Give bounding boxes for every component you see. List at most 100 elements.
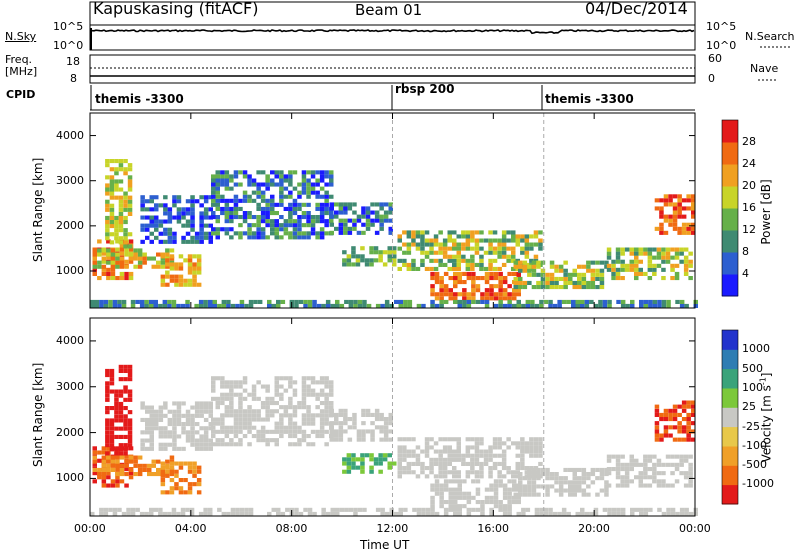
heatmap-cell — [105, 187, 110, 192]
heatmap-cell — [301, 211, 307, 216]
heatmap-cell — [434, 296, 440, 301]
heatmap-cell — [114, 183, 119, 188]
heatmap-cell — [456, 453, 461, 458]
colorbar-swatch — [722, 274, 738, 297]
heatmap-cell — [429, 250, 434, 255]
heatmap-cell — [452, 262, 457, 267]
heatmap-cell — [475, 288, 481, 293]
heatmap-cell — [224, 202, 230, 207]
heatmap-cell — [566, 511, 571, 516]
heatmap-cell — [545, 488, 550, 493]
heatmap-cell — [538, 238, 543, 243]
heatmap-cell — [215, 219, 220, 224]
heatmap-cell — [321, 303, 326, 308]
heatmap-cell — [415, 445, 421, 450]
heatmap-cell — [529, 445, 534, 450]
heatmap-cell — [470, 238, 475, 243]
heatmap-cell — [665, 454, 671, 459]
heatmap-cell — [465, 238, 471, 243]
heatmap-cell — [137, 455, 143, 460]
heatmap-cell — [238, 421, 243, 426]
heatmap-cell — [279, 194, 284, 199]
heatmap-cell — [165, 469, 170, 474]
heatmap-cell — [452, 470, 457, 475]
heatmap-cell — [457, 495, 462, 500]
heatmap-cell — [224, 174, 230, 179]
heatmap-cell — [118, 163, 124, 168]
heatmap-cell — [389, 507, 394, 512]
heatmap-cell — [265, 235, 270, 240]
heatmap-cell — [489, 292, 494, 297]
heatmap-cell — [360, 469, 365, 474]
heatmap-cell — [674, 454, 680, 459]
heatmap-cell — [584, 299, 590, 304]
heatmap-cell — [411, 453, 416, 458]
heatmap-cell — [507, 292, 512, 297]
heatmap-cell — [615, 259, 621, 264]
heatmap-cell — [140, 207, 145, 212]
heatmap-cell — [457, 271, 462, 276]
heatmap-cell — [310, 376, 316, 381]
heatmap-cell — [668, 408, 673, 413]
heatmap-cell — [527, 272, 532, 277]
heatmap-cell — [97, 260, 102, 265]
heatmap-cell — [462, 479, 467, 484]
heatmap-cell — [456, 474, 461, 479]
heatmap-cell — [691, 421, 696, 426]
heatmap-cell — [190, 442, 195, 447]
heatmap-cell — [447, 238, 452, 243]
heatmap-cell — [301, 376, 307, 381]
heatmap-cell — [595, 276, 600, 281]
heatmap-cell — [251, 392, 257, 397]
heatmap-cell — [288, 396, 293, 401]
heatmap-cell — [145, 223, 150, 228]
heatmap-cell — [224, 186, 230, 191]
heatmap-cell — [654, 226, 660, 231]
heatmap-cell — [447, 258, 452, 263]
heatmap-cell — [199, 223, 204, 228]
heatmap-cell — [194, 405, 200, 410]
heatmap-cell — [383, 202, 389, 207]
heatmap-cell — [595, 268, 600, 273]
heatmap-cell — [248, 303, 254, 308]
heatmap-cell — [466, 511, 472, 516]
velocity-colorbar-tick: -25 — [742, 419, 760, 433]
heatmap-cell — [424, 441, 430, 446]
heatmap-cell — [256, 190, 261, 195]
heatmap-cell — [571, 299, 576, 304]
heatmap-cell — [442, 242, 448, 247]
heatmap-cell — [194, 446, 200, 451]
heatmap-cell — [315, 413, 320, 418]
heatmap-cell — [238, 215, 243, 220]
heatmap-cell — [343, 222, 348, 227]
heatmap-cell — [105, 159, 110, 164]
heatmap-cell — [224, 429, 230, 434]
colorbar-swatch — [722, 426, 738, 447]
heatmap-cell — [215, 215, 220, 220]
heatmap-cell — [525, 299, 531, 304]
heatmap-cell — [466, 303, 472, 308]
heatmap-cell — [654, 412, 660, 417]
heatmap-cell — [397, 470, 402, 475]
heatmap-cell — [338, 425, 344, 430]
heatmap-cell — [235, 303, 240, 308]
heatmap-cell — [433, 441, 439, 446]
heatmap-cell — [343, 226, 348, 231]
heatmap-cell — [172, 235, 177, 240]
heatmap-cell — [242, 409, 248, 414]
heatmap-cell — [493, 500, 499, 505]
heatmap-cell — [135, 507, 140, 512]
heatmap-cell — [203, 507, 208, 512]
heatmap-cell — [615, 475, 621, 480]
heatmap-cell — [461, 254, 466, 259]
heatmap-cell — [256, 429, 261, 434]
heatmap-cell — [160, 274, 166, 279]
heatmap-cell — [433, 474, 439, 479]
heatmap-cell — [402, 466, 407, 471]
heatmap-cell — [611, 454, 616, 459]
heatmap-cell — [105, 368, 110, 373]
heatmap-cell — [238, 380, 243, 385]
heatmap-cell — [586, 280, 591, 285]
heatmap-cell — [101, 271, 107, 276]
heatmap-cell — [466, 276, 472, 281]
